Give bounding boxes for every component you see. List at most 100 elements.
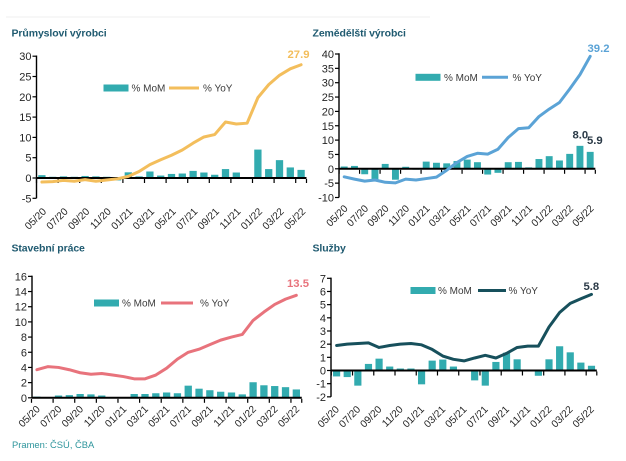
svg-text:8.0: 8.0 bbox=[573, 129, 589, 141]
svg-text:5: 5 bbox=[320, 300, 326, 312]
svg-text:03/21: 03/21 bbox=[427, 203, 453, 229]
svg-text:5: 5 bbox=[25, 153, 31, 165]
svg-text:% YoY: % YoY bbox=[513, 73, 543, 84]
svg-text:5.8: 5.8 bbox=[584, 281, 600, 293]
svg-text:09/20: 09/20 bbox=[366, 203, 392, 229]
svg-text:07/21: 07/21 bbox=[168, 404, 194, 430]
svg-text:% MoM: % MoM bbox=[132, 84, 166, 95]
svg-text:05/20: 05/20 bbox=[316, 404, 342, 430]
svg-text:27.9: 27.9 bbox=[288, 49, 310, 61]
svg-text:-5: -5 bbox=[22, 193, 32, 205]
svg-text:10: 10 bbox=[15, 317, 27, 329]
svg-text:4: 4 bbox=[320, 313, 326, 325]
svg-text:03/21: 03/21 bbox=[125, 404, 151, 430]
svg-text:07/20: 07/20 bbox=[337, 404, 363, 430]
svg-text:07/21: 07/21 bbox=[468, 203, 494, 229]
svg-text:11/21: 11/21 bbox=[212, 404, 238, 430]
svg-text:40: 40 bbox=[322, 49, 334, 61]
svg-text:05/22: 05/22 bbox=[571, 203, 597, 229]
svg-text:15: 15 bbox=[322, 121, 334, 133]
svg-text:05/20: 05/20 bbox=[23, 206, 49, 232]
svg-text:07/20: 07/20 bbox=[39, 404, 65, 430]
svg-text:11/21: 11/21 bbox=[508, 404, 534, 430]
svg-text:25: 25 bbox=[322, 92, 334, 104]
svg-text:25: 25 bbox=[19, 72, 31, 84]
svg-text:39.2: 39.2 bbox=[588, 43, 610, 55]
svg-text:11/21: 11/21 bbox=[218, 206, 244, 232]
svg-text:05/21: 05/21 bbox=[147, 404, 173, 430]
svg-text:01/21: 01/21 bbox=[407, 203, 433, 229]
svg-text:Služby: Služby bbox=[313, 242, 346, 254]
svg-text:2: 2 bbox=[21, 378, 27, 390]
svg-text:10: 10 bbox=[322, 135, 334, 147]
svg-text:03/22: 03/22 bbox=[550, 404, 576, 430]
svg-text:03/21: 03/21 bbox=[131, 206, 157, 232]
svg-text:Pramen: ČSÚ, ČBA: Pramen: ČSÚ, ČBA bbox=[12, 439, 95, 450]
svg-text:01/21: 01/21 bbox=[110, 206, 136, 232]
svg-text:11/21: 11/21 bbox=[510, 203, 536, 229]
svg-text:7: 7 bbox=[320, 273, 326, 285]
svg-text:07/20: 07/20 bbox=[345, 203, 371, 229]
svg-text:05/22: 05/22 bbox=[276, 404, 302, 430]
svg-text:01/22: 01/22 bbox=[239, 206, 265, 232]
svg-text:01/21: 01/21 bbox=[103, 404, 129, 430]
svg-text:3: 3 bbox=[320, 326, 326, 338]
svg-text:01/21: 01/21 bbox=[401, 404, 427, 430]
svg-text:-2: -2 bbox=[316, 392, 326, 404]
svg-text:01/22: 01/22 bbox=[233, 404, 259, 430]
svg-text:0: 0 bbox=[25, 173, 31, 185]
svg-text:09/21: 09/21 bbox=[489, 203, 515, 229]
svg-text:16: 16 bbox=[15, 271, 27, 283]
svg-text:20: 20 bbox=[19, 92, 31, 104]
svg-text:01/22: 01/22 bbox=[529, 404, 555, 430]
svg-text:05/20: 05/20 bbox=[325, 203, 351, 229]
svg-text:03/22: 03/22 bbox=[550, 203, 576, 229]
svg-text:20: 20 bbox=[322, 106, 334, 118]
svg-text:01/22: 01/22 bbox=[530, 203, 556, 229]
svg-text:6: 6 bbox=[21, 347, 27, 359]
svg-text:05/21: 05/21 bbox=[153, 206, 179, 232]
svg-text:05/21: 05/21 bbox=[448, 203, 474, 229]
svg-text:03/22: 03/22 bbox=[255, 404, 281, 430]
svg-text:% MoM: % MoM bbox=[122, 299, 156, 310]
svg-text:07/20: 07/20 bbox=[45, 206, 71, 232]
svg-text:10: 10 bbox=[19, 132, 31, 144]
svg-text:07/21: 07/21 bbox=[465, 404, 491, 430]
svg-text:% MoM: % MoM bbox=[438, 286, 472, 297]
svg-text:11/20: 11/20 bbox=[387, 203, 413, 229]
svg-text:05/20: 05/20 bbox=[17, 404, 43, 430]
svg-text:30: 30 bbox=[322, 78, 334, 90]
svg-text:13.5: 13.5 bbox=[287, 278, 309, 290]
svg-text:0: 0 bbox=[320, 366, 326, 378]
svg-text:11/20: 11/20 bbox=[89, 206, 115, 232]
svg-text:-5: -5 bbox=[324, 178, 334, 190]
svg-text:-10: -10 bbox=[318, 193, 334, 205]
svg-text:0: 0 bbox=[21, 393, 27, 405]
svg-text:03/21: 03/21 bbox=[422, 404, 448, 430]
svg-text:5: 5 bbox=[328, 149, 334, 161]
svg-text:% YoY: % YoY bbox=[200, 299, 230, 310]
svg-text:11/20: 11/20 bbox=[82, 404, 108, 430]
svg-text:5.9: 5.9 bbox=[587, 135, 603, 147]
svg-text:0: 0 bbox=[328, 164, 334, 176]
svg-text:05/22: 05/22 bbox=[282, 206, 308, 232]
svg-text:15: 15 bbox=[19, 112, 31, 124]
svg-text:8: 8 bbox=[21, 332, 27, 344]
svg-text:09/21: 09/21 bbox=[196, 206, 222, 232]
svg-text:09/21: 09/21 bbox=[190, 404, 216, 430]
svg-text:35: 35 bbox=[322, 63, 334, 75]
svg-text:% YoY: % YoY bbox=[509, 286, 539, 297]
svg-text:03/22: 03/22 bbox=[261, 206, 287, 232]
svg-text:12: 12 bbox=[15, 302, 27, 314]
svg-text:Zemědělští výrobci: Zemědělští výrobci bbox=[313, 28, 407, 40]
svg-text:09/20: 09/20 bbox=[66, 206, 92, 232]
svg-text:14: 14 bbox=[15, 287, 27, 299]
svg-text:Stavební práce: Stavební práce bbox=[12, 242, 86, 254]
svg-text:05/22: 05/22 bbox=[571, 404, 597, 430]
svg-text:% MoM: % MoM bbox=[444, 73, 478, 84]
svg-text:6: 6 bbox=[320, 286, 326, 298]
svg-text:09/21: 09/21 bbox=[486, 404, 512, 430]
svg-text:1: 1 bbox=[320, 352, 326, 364]
svg-text:Průmysloví výrobci: Průmysloví výrobci bbox=[12, 28, 107, 40]
svg-text:% YoY: % YoY bbox=[203, 84, 233, 95]
